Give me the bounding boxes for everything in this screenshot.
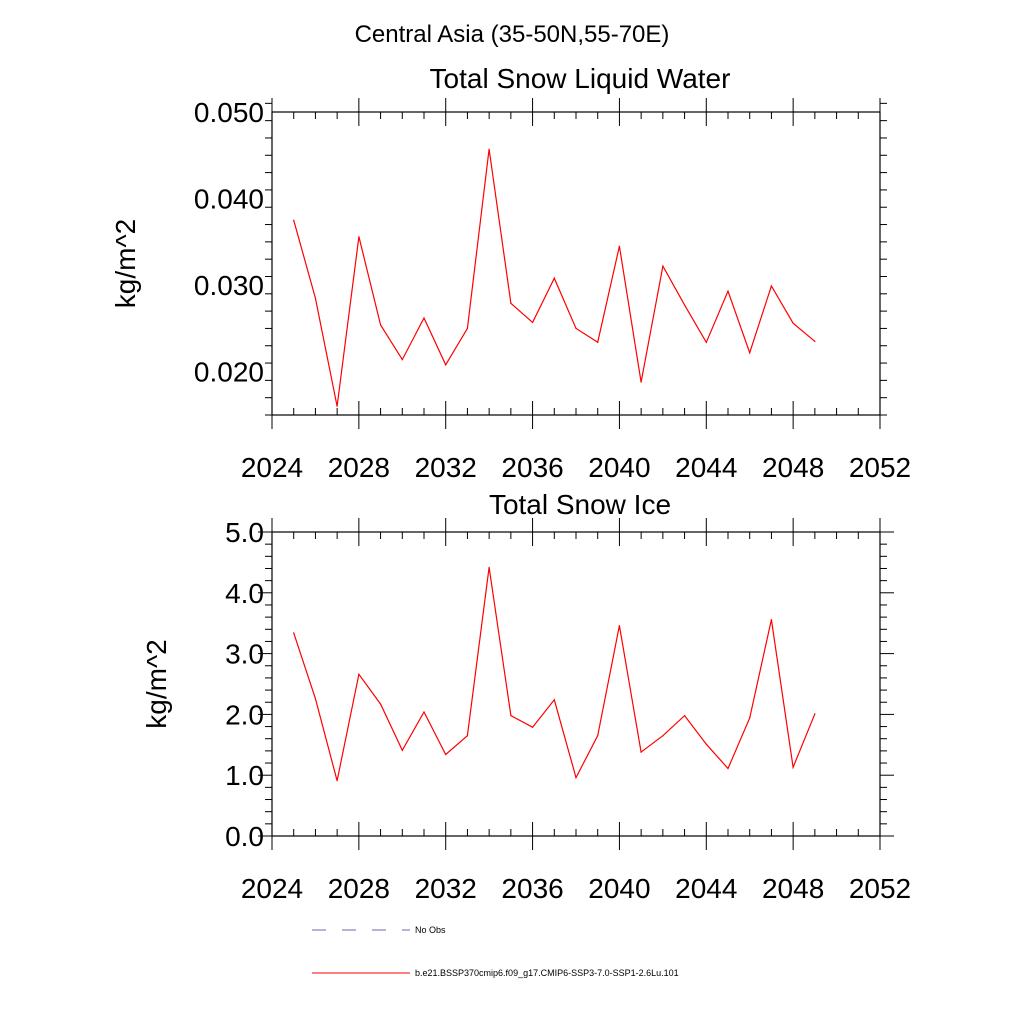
data-point	[705, 743, 707, 745]
data-point	[532, 321, 534, 323]
legend-label-model-run: b.e21.BSSP370cmip6.f09_g17.CMIP6-SSP3-7.…	[415, 968, 679, 978]
data-point	[358, 236, 360, 238]
legend-label-no-obs: No Obs	[415, 925, 446, 935]
data-point	[510, 715, 512, 717]
figure-title: Central Asia (35-50N,55-70E)	[355, 21, 670, 48]
y-tick-label: 0.030	[194, 270, 264, 301]
y-axis-label: kg/m^2	[110, 219, 141, 308]
data-point	[662, 265, 664, 267]
x-tick-label: 2040	[588, 873, 650, 904]
data-point	[618, 245, 621, 247]
data-point	[597, 341, 599, 343]
data-point	[705, 341, 707, 343]
y-tick-label: 1.0	[225, 760, 264, 791]
y-tick-label: 2.0	[225, 699, 264, 730]
plot-frame	[271, 111, 881, 416]
y-tick-label: 4.0	[225, 578, 264, 609]
data-point	[575, 327, 577, 329]
data-point	[336, 780, 338, 782]
chart-panel-snow-liquid-water: Total Snow Liquid Water kg/m^2 2024 2028 203…	[110, 63, 911, 483]
data-point	[445, 753, 447, 756]
data-point	[314, 297, 316, 299]
y-tick-label: 5.0	[225, 517, 264, 548]
data-point	[532, 726, 534, 728]
y-tick-label: 0.020	[194, 357, 264, 388]
data-point	[336, 405, 338, 407]
data-point	[640, 751, 642, 753]
data-point	[640, 381, 642, 383]
x-tick-label: 2028	[328, 452, 390, 483]
data-point	[510, 302, 512, 304]
data-point	[749, 717, 751, 719]
data-point	[358, 673, 360, 675]
data-point	[575, 777, 577, 779]
data-point	[380, 703, 382, 705]
data-point	[814, 340, 816, 342]
x-tick-label: 2032	[415, 873, 477, 904]
y-tick-label: 0.0	[225, 821, 264, 852]
x-tick-label: 2036	[501, 873, 563, 904]
chart-title: Total Snow Ice	[489, 489, 671, 520]
x-tick-label: 2052	[849, 873, 911, 904]
data-point	[466, 327, 468, 329]
x-tick-label: 2024	[241, 873, 303, 904]
series-line	[293, 567, 816, 781]
data-point	[814, 713, 816, 715]
chart-title: Total Snow Liquid Water	[430, 63, 731, 94]
data-point	[770, 285, 773, 287]
legend: No Obs b.e21.BSSP370cmip6.f09_g17.CMIP6-…	[312, 925, 679, 978]
plot-frame	[271, 531, 881, 837]
data-point	[553, 277, 555, 279]
x-tick-label: 2048	[762, 873, 824, 904]
x-tick-label: 2044	[675, 873, 737, 904]
data-point	[423, 711, 425, 713]
data-point	[770, 619, 773, 621]
data-point	[488, 148, 490, 150]
data-point	[727, 767, 729, 770]
data-point	[792, 766, 794, 768]
x-tick-label: 2052	[849, 452, 911, 483]
x-tick-label: 2036	[501, 452, 563, 483]
x-tick-label: 2024	[241, 452, 303, 483]
data-point	[749, 352, 751, 354]
data-point	[684, 715, 686, 717]
y-tick-label: 3.0	[225, 639, 264, 670]
x-tick-label: 2032	[415, 452, 477, 483]
x-tick-label: 2044	[675, 452, 737, 483]
data-point	[488, 566, 490, 568]
chart-panel-snow-ice: Total Snow Ice kg/m^2 2024 2028 2032 2036 2040…	[141, 489, 911, 904]
y-tick-label: 0.050	[194, 97, 264, 128]
data-point	[466, 735, 468, 737]
data-point	[401, 359, 403, 361]
x-tick-label: 2028	[328, 873, 390, 904]
y-axis-label: kg/m^2	[141, 639, 172, 728]
y-tick-label: 0.040	[194, 184, 264, 215]
data-point	[314, 698, 316, 700]
data-point	[662, 735, 664, 737]
data-point	[293, 632, 295, 634]
data-point	[684, 304, 686, 306]
data-point	[792, 322, 794, 324]
data-point	[618, 625, 621, 627]
data-point	[445, 364, 447, 366]
data-point	[401, 749, 403, 751]
data-point	[553, 699, 555, 701]
data-point	[597, 735, 599, 737]
x-tick-label: 2040	[588, 452, 650, 483]
data-point	[727, 290, 729, 292]
x-tick-label: 2048	[762, 452, 824, 483]
data-point	[293, 219, 295, 221]
data-point	[380, 324, 382, 326]
data-point	[423, 317, 425, 319]
